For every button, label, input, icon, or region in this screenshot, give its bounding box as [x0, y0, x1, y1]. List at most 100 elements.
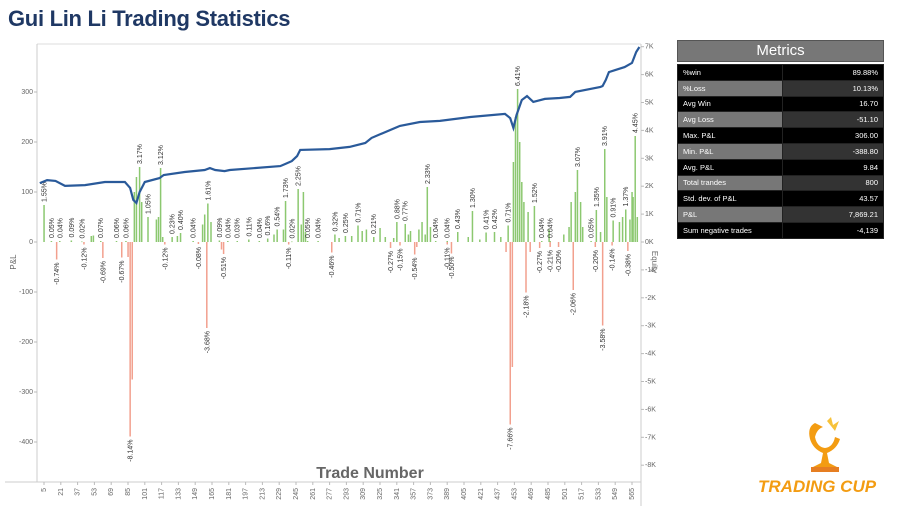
- x-tick-label: 85: [125, 488, 132, 496]
- x-tick-label: 213: [259, 488, 266, 500]
- bar-label: -8.14%: [128, 440, 135, 462]
- pnl-bar: [55, 242, 58, 260]
- pnl-bar: [302, 192, 305, 242]
- pnl-bar: [618, 222, 621, 242]
- pnl-bar: [159, 168, 162, 242]
- bar-label: 0.04%: [433, 218, 440, 238]
- x-axis-title: Trade Number: [316, 465, 424, 482]
- bar-label: -0.27%: [537, 251, 544, 273]
- pnl-bar: [266, 238, 269, 242]
- x-tick-label: 181: [226, 488, 233, 500]
- x-tick-label: 405: [461, 488, 468, 500]
- pnl-bar: [594, 242, 597, 247]
- pnl-bar: [426, 187, 429, 242]
- pnl-bar: [629, 219, 631, 242]
- bar-label: -0.11%: [445, 248, 452, 270]
- pnl-bar: [529, 242, 531, 252]
- pnl-bar: [227, 241, 229, 242]
- pnl-bar: [276, 229, 278, 242]
- bar-label: 0.04%: [191, 218, 198, 238]
- bar-label: 3.12%: [158, 145, 165, 165]
- pnl-bar: [467, 237, 469, 242]
- pnl-bar: [548, 229, 550, 242]
- x-tick-label: 277: [327, 488, 334, 500]
- logo-text: TRADING CUP: [758, 477, 877, 496]
- bar-label: 0.04%: [57, 218, 64, 238]
- bar-label: -0.20%: [556, 250, 563, 272]
- bar-label: 0.04%: [445, 218, 452, 238]
- x-tick-label: 565: [629, 488, 636, 500]
- pnl-bar: [218, 240, 221, 242]
- pnl-bar: [161, 237, 164, 242]
- metric-value: 800: [782, 174, 884, 192]
- pnl-bar: [404, 224, 406, 242]
- bar-label: 0.05%: [49, 218, 56, 238]
- pnl-bar: [334, 234, 336, 242]
- pnl-bar: [331, 242, 333, 253]
- pnl-bar: [43, 205, 45, 242]
- x-tick-label: 69: [108, 488, 115, 496]
- bar-label: -0.11%: [286, 248, 293, 270]
- bar-label: 0.02%: [79, 219, 86, 239]
- x-tick-label: 37: [75, 488, 82, 496]
- y-tick-label: 100: [21, 189, 33, 196]
- x-tick-label: 357: [411, 488, 418, 500]
- pnl-bar: [70, 240, 73, 242]
- pnl-bar: [541, 241, 543, 242]
- pnl-bar: [471, 211, 474, 242]
- pnl-bar: [92, 235, 95, 242]
- pnl-bar: [581, 227, 584, 242]
- bar-label: 0.21%: [371, 214, 378, 234]
- bar-label: 0.11%: [246, 217, 253, 236]
- pnl-bar: [549, 241, 551, 242]
- pnl-bar: [384, 237, 387, 242]
- pnl-bar: [140, 202, 143, 242]
- page-title: Gui Lin Li Trading Statistics: [8, 6, 291, 31]
- pnl-bar: [612, 220, 614, 242]
- bar-label: 0.32%: [332, 212, 339, 232]
- x-tick-label: 421: [478, 488, 485, 500]
- x-tick-label: 533: [595, 488, 602, 500]
- y2-tick-label: 0K: [645, 239, 654, 246]
- bar-label: 0.07%: [98, 218, 105, 238]
- pnl-bar: [611, 242, 613, 246]
- metrics-row: Total trandes 800: [677, 174, 884, 192]
- bar-label: 1.30%: [470, 188, 477, 208]
- pnl-bar: [248, 239, 250, 242]
- bar-label: 1.55%: [42, 182, 49, 202]
- metric-value: 89.88%: [782, 64, 884, 81]
- pnl-bar: [365, 229, 368, 242]
- pnl-bar: [59, 241, 61, 242]
- bar-label: -0.51%: [221, 257, 228, 279]
- pnl-bar: [284, 201, 287, 242]
- bar-label: 0.42%: [492, 209, 499, 229]
- pnl-bar: [421, 222, 423, 242]
- pnl-bar: [155, 219, 158, 242]
- pnl-bar: [512, 162, 515, 242]
- bar-label: 0.04%: [539, 218, 546, 238]
- metric-label: P&L: [677, 206, 783, 223]
- metrics-title: Metrics: [677, 40, 884, 62]
- x-tick-label: 341: [394, 488, 401, 500]
- pnl-bar: [306, 241, 309, 242]
- bar-label: 0.77%: [403, 201, 410, 221]
- x-tick-label: 325: [377, 488, 384, 500]
- pnl-bar: [485, 232, 487, 242]
- pnl-bar: [273, 234, 275, 242]
- metrics-row: Std. dev. of P&L 43.57: [677, 190, 884, 208]
- bar-label: -0.74%: [54, 263, 61, 285]
- x-tick-label: 229: [276, 488, 283, 500]
- bar-label: 0.88%: [394, 199, 401, 219]
- pnl-bar: [344, 236, 347, 242]
- metrics-row: Min. P&L -388.80: [677, 142, 884, 160]
- bar-label: -0.54%: [412, 258, 419, 280]
- y-tick-label: 300: [21, 89, 33, 96]
- bar-label: 1.61%: [205, 181, 212, 201]
- pnl-bar: [557, 242, 560, 247]
- pnl-bar: [357, 225, 359, 242]
- bar-label: 0.71%: [355, 203, 362, 223]
- pnl-bar: [83, 242, 85, 245]
- x-tick-label: 197: [243, 488, 250, 500]
- bar-label: 0.04%: [257, 218, 264, 238]
- pnl-bar: [601, 242, 604, 326]
